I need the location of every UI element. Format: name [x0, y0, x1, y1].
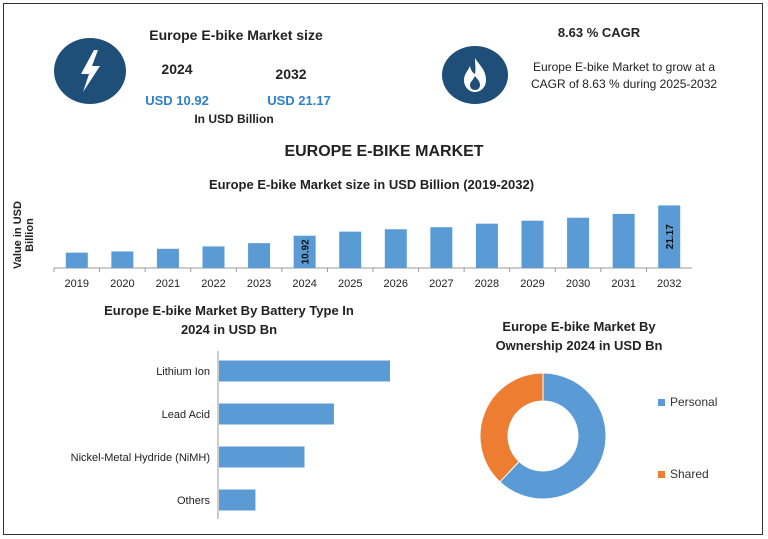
- x-tick-label: 2020: [110, 278, 134, 290]
- battery-chart-title-1: Europe E-bike Market By Battery Type In: [104, 303, 354, 318]
- infographic-frame: Europe E-bike Market size 2024 2032 USD …: [3, 3, 763, 535]
- battery-chart-title-2: 2024 in USD Bn: [180, 322, 278, 337]
- bar-data-label: 21.17: [665, 224, 676, 249]
- donut-slice-shared: [479, 372, 544, 483]
- size-value-b: USD 21.17: [267, 93, 331, 108]
- x-tick-label: 2029: [520, 278, 544, 290]
- size-value-a: USD 10.92: [145, 93, 209, 108]
- hbar-category-label: Lead Acid: [162, 409, 210, 421]
- ownership-chart-title-1: Europe E-bike Market By: [502, 319, 656, 334]
- size-panel-title: Europe E-bike Market size: [149, 27, 323, 43]
- bar-2024: [293, 235, 316, 268]
- x-tick-label: 2021: [156, 278, 180, 290]
- x-tick-label: 2027: [429, 278, 453, 290]
- bar-2030: [567, 217, 590, 268]
- x-tick-label: 2023: [247, 278, 271, 290]
- x-tick-label: 2032: [657, 278, 681, 290]
- size-year-a: 2024: [161, 61, 193, 77]
- lightning-bolt-icon: [54, 38, 126, 104]
- bar-2019: [65, 252, 88, 268]
- hbar-nickel-metal-hydride-nimh-: [219, 446, 305, 468]
- market-size-bar-chart: 2019 2020 2021 2022 2023 2024 10.92 2025 2026 202…: [53, 205, 692, 290]
- battery-type-bar-chart: Lithium Ion Lead Acid Nickel-Metal Hydride…: [71, 351, 390, 519]
- bar-2023: [248, 243, 271, 268]
- bar-2029: [521, 220, 544, 268]
- bar-2020: [111, 251, 134, 268]
- legend-swatch-shared: [658, 471, 665, 478]
- hbar-category-label: Nickel-Metal Hydride (NiMH): [71, 452, 210, 464]
- main-title: EUROPE E-BIKE MARKET: [284, 143, 484, 160]
- y-axis-label: Value in USD Billion: [12, 201, 36, 269]
- hbar-lead-acid: [219, 403, 334, 425]
- x-tick-label: 2022: [201, 278, 225, 290]
- legend-label-personal: Personal: [670, 395, 717, 409]
- bar-2026: [384, 229, 407, 268]
- bar-data-label: 10.92: [301, 239, 312, 264]
- charts-canvas: 2019 2020 2021 2022 2023 2024 10.92 2025 2026 202…: [53, 205, 717, 519]
- legend-swatch-personal: [658, 399, 665, 406]
- bar-2025: [339, 231, 362, 268]
- bar-2027: [430, 227, 453, 268]
- ownership-chart-title-2: Ownership 2024 in USD Bn: [495, 338, 663, 353]
- bar-chart-title: Europe E-bike Market size in USD Billion…: [208, 177, 535, 192]
- cagr-line-2: CAGR of 8.63 % during 2025-2032: [530, 77, 718, 91]
- hbar-category-label: Lithium Ion: [156, 366, 210, 378]
- x-tick-label: 2030: [566, 278, 590, 290]
- hbar-lithium-ion: [219, 360, 390, 382]
- legend-label-shared: Shared: [670, 467, 709, 481]
- cagr-title: 8.63 % CAGR: [557, 25, 641, 40]
- bar-2032: [658, 205, 681, 268]
- size-year-b: 2032: [275, 66, 307, 82]
- x-tick-label: 2025: [338, 278, 362, 290]
- bar-2031: [612, 213, 635, 268]
- size-unit: In USD Billion: [194, 112, 274, 126]
- x-tick-label: 2028: [475, 278, 499, 290]
- flame-icon: [442, 46, 508, 104]
- bar-2028: [475, 223, 498, 268]
- x-tick-label: 2019: [65, 278, 89, 290]
- x-tick-label: 2026: [384, 278, 408, 290]
- hbar-category-label: Others: [177, 495, 211, 507]
- cagr-line-1: Europe E-bike Market to grow at a: [532, 60, 716, 74]
- hbar-others: [219, 489, 256, 511]
- x-tick-label: 2024: [292, 278, 316, 290]
- donut-slice-personal: [499, 372, 607, 500]
- x-tick-label: 2031: [611, 278, 635, 290]
- bar-2022: [202, 246, 225, 268]
- ownership-donut-chart: Personal Shared: [479, 372, 717, 500]
- bar-2021: [156, 248, 179, 268]
